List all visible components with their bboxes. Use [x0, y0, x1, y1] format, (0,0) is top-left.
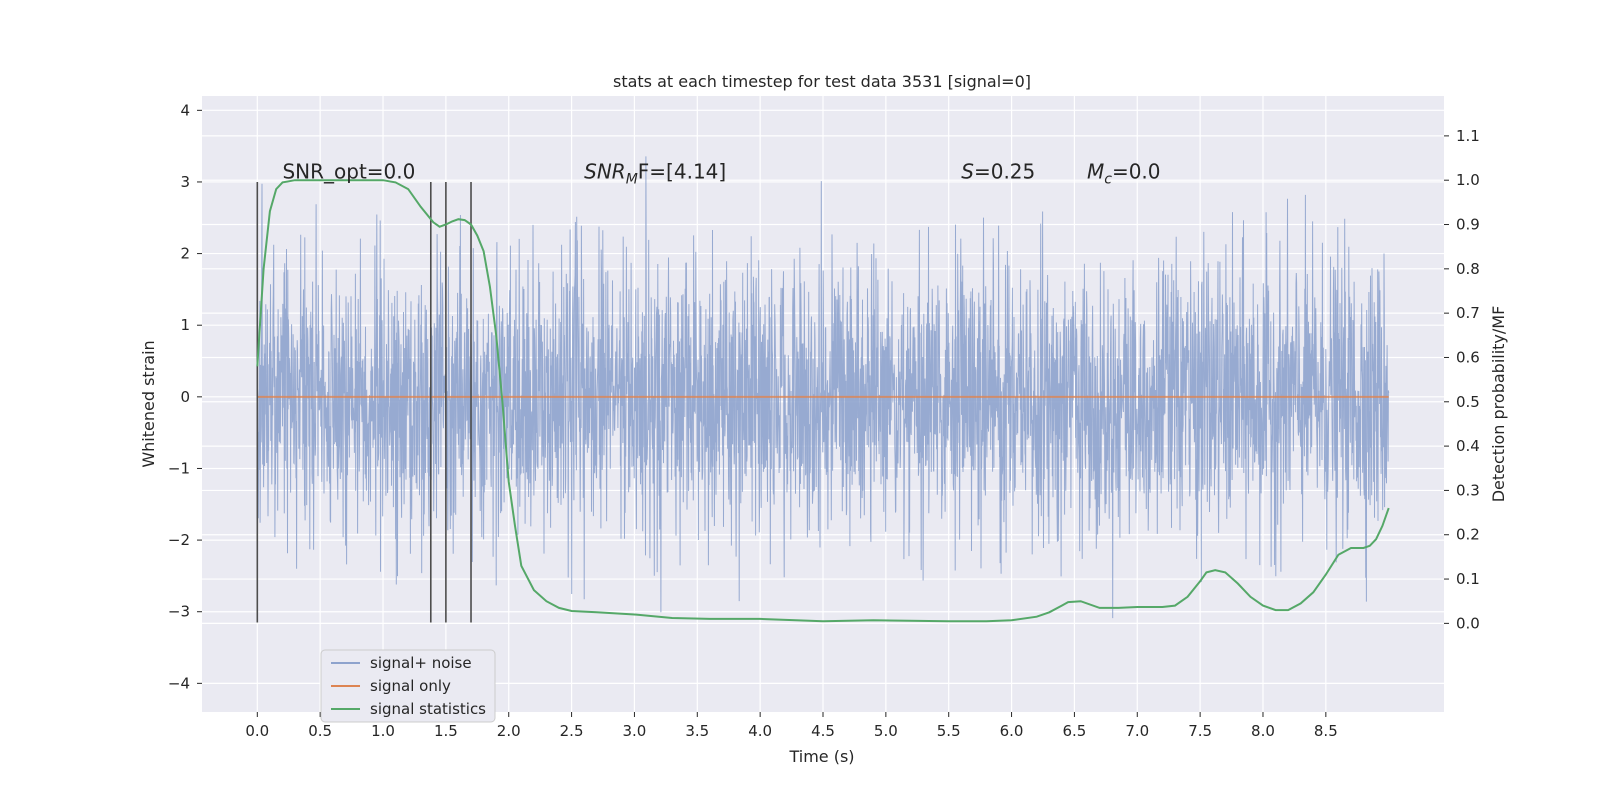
- annotation-mc: Mc=0.0: [1087, 159, 1161, 187]
- x-tick-label: 5.0: [874, 722, 898, 740]
- y-axis-label-right: Detection probability/MF: [1489, 306, 1508, 503]
- x-tick-label: 4.5: [811, 722, 835, 740]
- y-tick-label-right: 0.3: [1456, 481, 1480, 499]
- annotation-part: SNR: [584, 159, 626, 183]
- y-tick-label-right: 0.1: [1456, 570, 1480, 588]
- annotation-part: =0.0: [1112, 159, 1161, 183]
- x-axis-label: Time (s): [788, 747, 854, 766]
- y-tick-label-right: 1.1: [1456, 127, 1480, 145]
- y-tick-label-right: 0.2: [1456, 526, 1480, 544]
- legend: signal+ noise signal only signal statist…: [320, 649, 496, 723]
- y-tick-label-left: −3: [168, 603, 190, 621]
- legend-label-signal-noise: signal+ noise: [370, 654, 472, 672]
- x-tick-label: 6.0: [1000, 722, 1024, 740]
- x-tick-label: 1.5: [434, 722, 458, 740]
- y-ticks-right: 1.1 1.0 0.9 0.8 0.7 0.6 0.5 0.4 0.3 0.2 0.1 0.0: [1444, 127, 1480, 632]
- x-tick-label: 3.0: [623, 722, 647, 740]
- x-tick-label: 8.0: [1251, 722, 1275, 740]
- x-tick-label: 8.5: [1314, 722, 1338, 740]
- annotation-part: S: [961, 159, 974, 183]
- annotation-part: c: [1104, 171, 1112, 187]
- x-tick-label: 0.0: [245, 722, 269, 740]
- legend-label-signal-statistics: signal statistics: [370, 700, 486, 718]
- y-tick-label-left: 0: [180, 388, 190, 406]
- x-tick-label: 2.0: [497, 722, 521, 740]
- vertical-lines: [256, 181, 472, 623]
- signal-statistics-line: [256, 179, 1390, 623]
- y-tick-label-right: 1.0: [1456, 171, 1480, 189]
- annotation-part: F=[4.14]: [638, 159, 726, 183]
- x-ticks: 0.0 0.5 1.0 1.5 2.0 2.5 3.0 3.5 4.0 4.5 5.0 5.5 6.0 6…: [245, 712, 1338, 740]
- y-tick-label-right: 0.8: [1456, 260, 1480, 278]
- y-tick-label-right: 0.7: [1456, 304, 1480, 322]
- x-tick-label: 7.5: [1188, 722, 1212, 740]
- x-tick-label: 5.5: [937, 722, 961, 740]
- y-tick-label-left: 1: [180, 316, 190, 334]
- y-tick-label-right: 0.5: [1456, 393, 1480, 411]
- y-tick-label-left: 4: [180, 101, 190, 119]
- annotation-part: =0.25: [974, 159, 1035, 183]
- legend-box: [320, 649, 496, 723]
- y-tick-label-right: 0.6: [1456, 348, 1480, 366]
- x-tick-label: 7.0: [1125, 722, 1149, 740]
- annotation-snr-mf: SNRMF=[4.14]: [584, 159, 726, 187]
- annotation-s: S=0.25: [961, 159, 1035, 183]
- y-tick-label-left: 3: [180, 173, 190, 191]
- annotation-part: M: [1087, 159, 1104, 183]
- y-tick-label-left: −1: [168, 459, 190, 477]
- annotations: SNR_opt=0.0 SNRMF=[4.14] S=0.25 Mc=0.0: [282, 159, 1160, 187]
- x-tick-label: 3.5: [685, 722, 709, 740]
- annotation-snr-opt: SNR_opt=0.0: [282, 159, 415, 183]
- y-tick-label-right: 0.4: [1456, 437, 1480, 455]
- x-tick-label: 2.5: [560, 722, 584, 740]
- y-tick-label-right: 0.0: [1456, 614, 1480, 632]
- y-tick-label-left: −2: [168, 531, 190, 549]
- x-tick-label: 0.5: [308, 722, 332, 740]
- x-tick-label: 1.0: [371, 722, 395, 740]
- annotation-part: M: [626, 171, 638, 187]
- y-tick-label-left: 2: [180, 245, 190, 263]
- y-tick-label-right: 0.9: [1456, 216, 1480, 234]
- series-signal-statistics: [256, 179, 1390, 623]
- y-tick-label-left: −4: [168, 674, 190, 692]
- legend-label-signal-only: signal only: [370, 677, 451, 695]
- y-axis-label-left: Whitened strain: [139, 340, 158, 467]
- x-tick-label: 4.0: [748, 722, 772, 740]
- y-ticks-left: 4 3 2 1 0 −1 −2 −3 −4: [168, 101, 202, 692]
- chart-title: stats at each timestep for test data 353…: [613, 72, 1031, 91]
- x-tick-label: 6.5: [1062, 722, 1086, 740]
